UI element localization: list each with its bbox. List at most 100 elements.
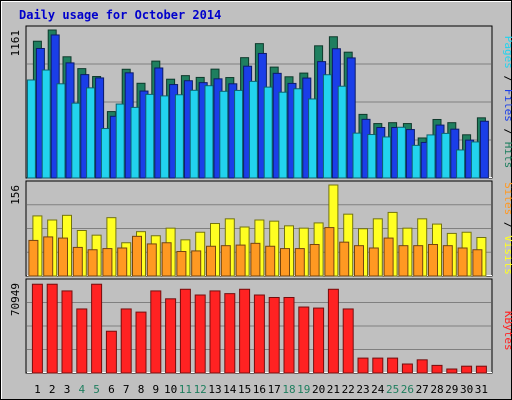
x-tick-label-day-5: 5 xyxy=(93,383,100,396)
bar-kbytes-day-7 xyxy=(120,308,132,374)
bar-kbytes-day-22 xyxy=(342,308,354,374)
bar-pages-day-25 xyxy=(382,136,392,179)
x-tick-label-day-17: 17 xyxy=(268,383,281,396)
x-tick-label-day-26: 26 xyxy=(401,383,414,396)
bar-pages-day-11 xyxy=(174,94,184,179)
x-tick-label-day-21: 21 xyxy=(327,383,340,396)
bar-sites-day-11 xyxy=(176,251,187,277)
legend-kbytes: KBytes xyxy=(502,311,512,351)
bar-sites-day-2 xyxy=(43,236,54,277)
bar-sites-day-5 xyxy=(87,249,98,277)
x-tick-label-day-14: 14 xyxy=(223,383,237,396)
x-tick-label-day-25: 25 xyxy=(386,383,399,396)
bar-sites-day-12 xyxy=(191,250,202,277)
bar-files-day-5 xyxy=(95,77,105,179)
bar-pages-day-23 xyxy=(352,132,362,179)
x-tick-label-day-23: 23 xyxy=(356,383,369,396)
bar-sites-day-7 xyxy=(117,247,128,277)
bar-pages-day-12 xyxy=(189,89,199,179)
bar-pages-day-8 xyxy=(130,106,140,179)
bar-pages-day-22 xyxy=(337,85,347,179)
bar-pages-day-29 xyxy=(441,132,451,179)
bar-kbytes-day-26 xyxy=(401,363,413,374)
bar-sites-day-30 xyxy=(457,247,468,277)
bar-kbytes-day-28 xyxy=(431,364,443,374)
bar-sites-day-28 xyxy=(428,244,438,277)
bar-kbytes-day-1 xyxy=(31,283,43,374)
legend-separator: / xyxy=(502,69,512,89)
scale-max-label-kbytes: 70949 xyxy=(9,283,22,316)
x-tick-label-day-19: 19 xyxy=(297,383,310,396)
legend-entry-files: Files xyxy=(502,89,512,122)
bar-sites-day-29 xyxy=(442,245,453,277)
bar-kbytes-day-5 xyxy=(91,283,103,374)
x-tick-label-day-29: 29 xyxy=(445,383,458,396)
bar-kbytes-day-20 xyxy=(313,307,325,374)
bar-sites-day-20 xyxy=(309,244,320,277)
bar-sites-day-14 xyxy=(220,245,231,277)
x-tick-label-day-11: 11 xyxy=(179,383,192,396)
bar-kbytes-day-24 xyxy=(372,357,384,374)
bar-kbytes-day-16 xyxy=(253,294,265,374)
x-tick-label-day-18: 18 xyxy=(282,383,295,396)
x-tick-label-day-13: 13 xyxy=(208,383,221,396)
x-tick-label-day-3: 3 xyxy=(64,383,71,396)
bar-kbytes-day-11 xyxy=(179,288,191,374)
bar-sites-day-25 xyxy=(383,237,394,277)
bar-sites-day-27 xyxy=(413,245,424,277)
bar-sites-day-3 xyxy=(58,237,68,277)
bar-sites-day-18 xyxy=(280,248,290,277)
bar-pages-day-19 xyxy=(293,88,303,179)
bar-pages-day-28 xyxy=(426,134,436,179)
panel-visits: 156 Sites / Visits xyxy=(9,180,512,277)
legend-entry-kbytes: KBytes xyxy=(502,311,512,351)
bar-kbytes-day-19 xyxy=(298,306,310,374)
bar-sites-day-1 xyxy=(28,239,39,277)
bar-kbytes-day-18 xyxy=(283,296,295,374)
bar-pages-day-17 xyxy=(263,86,273,179)
x-axis-day-labels: 1 2 3 4 5 6 7 8 9 10 11 12 13 14 15 16 17 18 19 20 21 22 23 24 2… xyxy=(34,383,488,396)
x-tick-label-day-8: 8 xyxy=(138,383,145,396)
bar-pages-day-6 xyxy=(100,128,110,179)
bar-kbytes-day-30 xyxy=(461,365,473,374)
bar-sites-day-24 xyxy=(368,247,379,277)
scale-max-label-visits: 156 xyxy=(9,185,22,205)
bar-pages-day-24 xyxy=(367,134,377,179)
bar-kbytes-day-17 xyxy=(268,296,280,374)
bar-pages-day-21 xyxy=(322,74,332,179)
x-tick-label-day-31: 31 xyxy=(475,383,488,396)
bar-sites-day-6 xyxy=(102,248,113,277)
x-tick-label-day-10: 10 xyxy=(164,383,177,396)
bar-sites-day-21 xyxy=(324,227,335,277)
x-tick-label-day-6: 6 xyxy=(108,383,115,396)
bar-kbytes-day-6 xyxy=(105,330,117,374)
bar-kbytes-day-13 xyxy=(209,290,221,374)
bar-kbytes-day-4 xyxy=(76,308,88,374)
bar-kbytes-day-8 xyxy=(135,311,147,374)
x-tick-label-day-22: 22 xyxy=(342,383,355,396)
bar-kbytes-day-31 xyxy=(475,365,487,374)
legend-visits: Sites / Visits xyxy=(502,182,512,275)
bar-pages-day-13 xyxy=(204,85,214,179)
bar-pages-day-31 xyxy=(470,141,480,179)
x-tick-label-day-24: 24 xyxy=(371,383,385,396)
bar-sites-day-8 xyxy=(132,235,142,277)
bar-pages-day-27 xyxy=(411,144,421,179)
bar-sites-day-26 xyxy=(398,245,409,277)
bar-pages-day-16 xyxy=(248,80,258,179)
bar-sites-day-19 xyxy=(294,248,305,277)
legend-entry-hits: Hits xyxy=(502,142,512,169)
bar-sites-day-9 xyxy=(146,243,157,277)
bar-sites-day-22 xyxy=(339,241,350,277)
bar-kbytes-day-15 xyxy=(239,288,251,374)
x-tick-label-day-2: 2 xyxy=(49,383,56,396)
bar-kbytes-day-9 xyxy=(150,290,162,374)
bar-pages-day-9 xyxy=(145,93,155,179)
bar-kbytes-day-3 xyxy=(61,290,73,374)
x-tick-label-day-4: 4 xyxy=(78,383,85,396)
bar-kbytes-day-21 xyxy=(327,288,339,374)
bar-kbytes-day-12 xyxy=(194,294,206,374)
legend-entry-sites: Sites xyxy=(502,182,512,215)
bar-sites-day-15 xyxy=(235,244,246,277)
panel-requests: 1161 Pages / Files / Hits xyxy=(9,25,512,179)
